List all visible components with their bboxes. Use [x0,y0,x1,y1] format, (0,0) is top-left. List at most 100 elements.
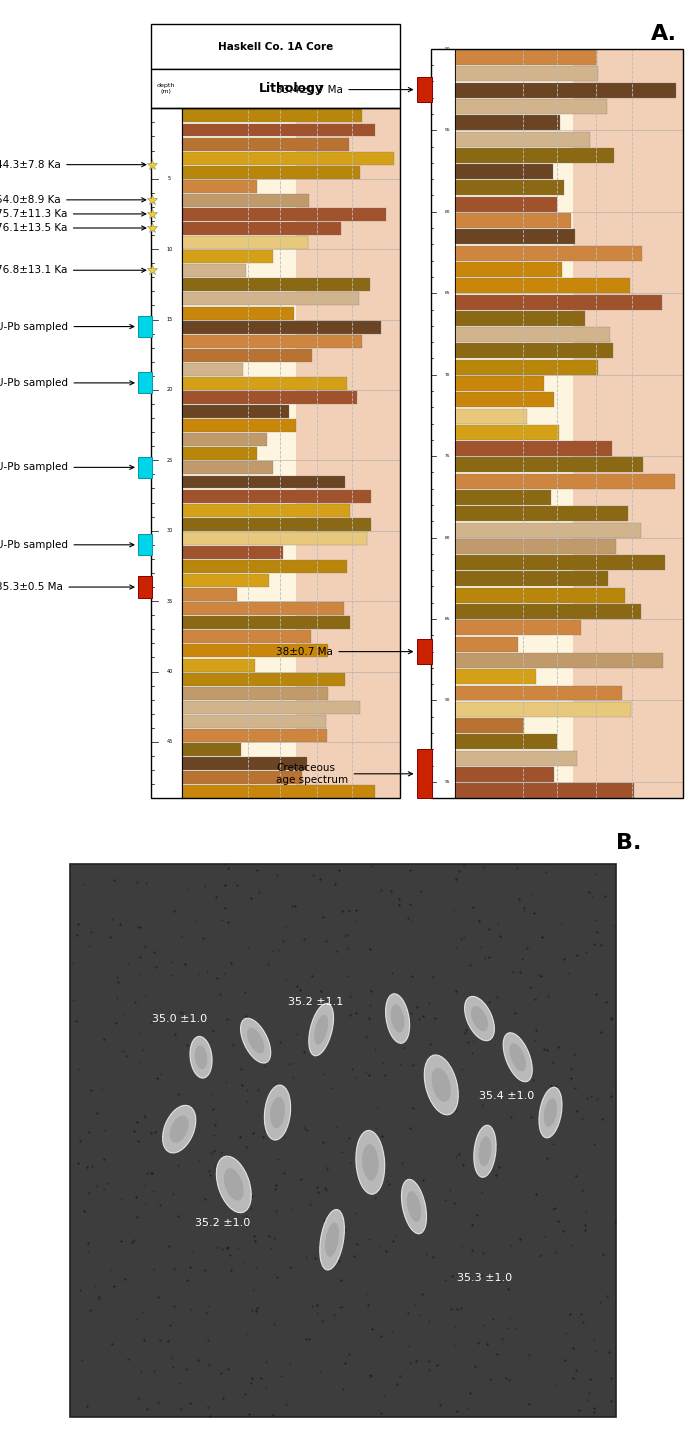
Bar [182,123,375,137]
Text: 35.0 ±1.0: 35.0 ±1.0 [152,1013,206,1023]
Ellipse shape [195,1046,207,1069]
Bar [138,457,152,477]
Bar [455,149,615,163]
Bar [455,67,598,81]
Ellipse shape [241,1019,271,1063]
Bar [182,250,273,263]
Ellipse shape [401,1179,426,1233]
Text: B.: B. [616,833,641,853]
Bar [182,503,350,517]
Ellipse shape [510,1043,526,1072]
Bar [455,197,557,211]
Ellipse shape [270,1097,285,1129]
Text: 33.4±0.7 Ma: 33.4±0.7 Ma [276,84,412,94]
Ellipse shape [265,1085,290,1140]
Bar [182,476,344,489]
Ellipse shape [314,1015,328,1045]
Ellipse shape [386,993,410,1043]
Bar [182,137,349,150]
Bar [455,686,622,700]
Bar [455,230,575,244]
Bar [455,604,641,619]
Bar [455,572,608,586]
Bar [182,320,381,333]
Text: 90: 90 [445,699,450,703]
Bar [455,50,597,66]
Bar [182,349,312,362]
Text: Haskell Co. 1A Core: Haskell Co. 1A Core [218,41,333,51]
Bar [455,653,663,667]
Bar [455,409,527,423]
Text: depth
(m): depth (m) [157,83,176,94]
Bar [455,556,666,570]
Ellipse shape [544,1097,557,1127]
Text: 95: 95 [444,780,451,785]
Bar [455,213,570,229]
Bar [182,743,241,756]
Bar [182,151,394,164]
Bar [182,786,374,799]
Bar [182,687,328,700]
Text: 35.3 ±1.0: 35.3 ±1.0 [457,1273,512,1283]
Text: 38±0.7 Ma: 38±0.7 Ma [276,647,412,656]
Bar [455,116,560,130]
Text: 30: 30 [167,529,172,533]
Bar [182,334,363,347]
Bar [416,77,432,101]
Text: U-Pb sampled: U-Pb sampled [0,540,134,550]
Bar [455,360,598,374]
Bar [182,700,360,713]
Ellipse shape [190,1036,212,1077]
Bar [455,669,536,684]
Bar [182,517,371,530]
Bar [182,406,289,419]
Bar [182,490,371,503]
Bar [182,279,370,292]
Bar [150,24,400,69]
Text: 25: 25 [167,457,172,463]
Bar [455,49,573,799]
Ellipse shape [539,1087,562,1137]
Ellipse shape [320,1209,344,1270]
Bar [182,419,296,432]
Bar [455,457,643,473]
Bar [182,589,237,602]
Ellipse shape [224,1169,244,1200]
Bar [182,630,311,643]
Text: 45: 45 [167,739,172,745]
Ellipse shape [471,1006,488,1032]
Text: 70: 70 [445,373,450,377]
Bar [182,221,340,234]
Text: A.: A. [651,24,677,44]
Bar [455,83,676,97]
Text: 75.7±11.3 Ka: 75.7±11.3 Ka [0,209,146,219]
Bar [182,110,362,123]
Bar [182,236,308,249]
Text: U-Pb sampled: U-Pb sampled [0,322,134,332]
Bar [455,750,577,766]
Bar [455,327,610,342]
Bar [182,264,246,277]
Text: 40: 40 [167,669,172,674]
Text: Cretaceous
age spectrum: Cretaceous age spectrum [276,763,412,785]
Bar [455,343,612,359]
Text: 75: 75 [444,454,451,459]
Bar [182,293,359,306]
Ellipse shape [325,1222,339,1258]
Bar [573,49,682,799]
Ellipse shape [407,1190,421,1222]
Bar [455,539,615,554]
Bar [182,574,269,587]
Bar [455,702,631,717]
Bar [455,719,524,733]
Ellipse shape [169,1116,189,1143]
Bar [455,442,612,456]
Bar [455,637,518,652]
Text: 76.1±13.5 Ka: 76.1±13.5 Ka [0,223,146,233]
Bar [70,863,616,1416]
Bar [182,772,302,785]
Bar [138,576,152,597]
Bar [455,131,590,147]
Text: 35.2 ±1.0: 35.2 ±1.0 [195,1218,251,1228]
Ellipse shape [309,1003,334,1056]
